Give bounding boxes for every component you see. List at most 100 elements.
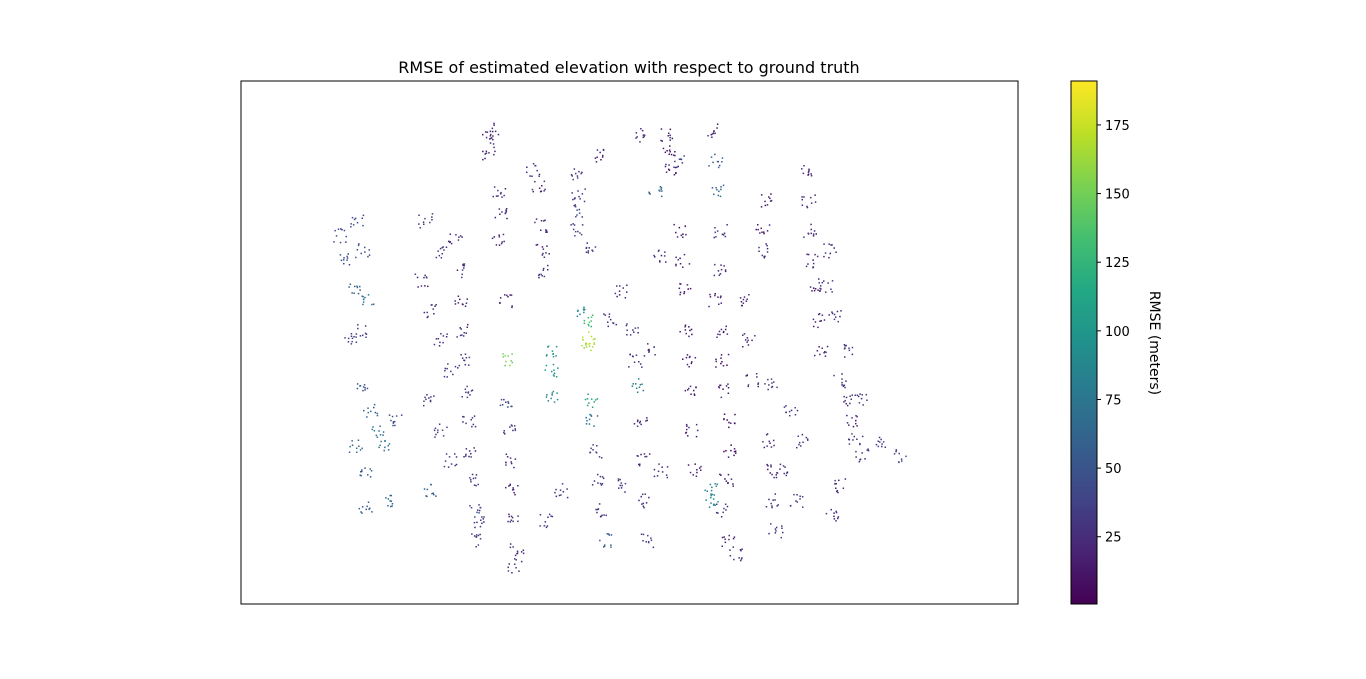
scatter-point	[730, 449, 732, 452]
scatter-point	[590, 349, 592, 352]
scatter-point	[461, 303, 464, 305]
scatter-point	[462, 263, 464, 266]
scatter-point	[740, 304, 743, 307]
scatter-point-cluster	[534, 218, 548, 233]
scatter-point	[476, 511, 478, 514]
scatter-point	[485, 136, 488, 139]
scatter-point	[796, 446, 798, 449]
scatter-point	[544, 521, 547, 523]
scatter-point	[774, 532, 777, 534]
scatter-point	[636, 425, 639, 427]
scatter-point	[826, 345, 829, 348]
scatter-point	[380, 440, 382, 443]
scatter-point	[714, 153, 716, 156]
scatter-point	[678, 287, 681, 290]
scatter-point	[454, 300, 456, 302]
scatter-point	[510, 515, 513, 518]
scatter-point	[641, 383, 643, 385]
scatter-point	[805, 436, 808, 439]
scatter-point	[471, 473, 474, 476]
scatter-point-cluster	[796, 433, 809, 449]
scatter-point	[661, 195, 663, 198]
scatter-point	[758, 246, 760, 249]
scatter-point	[714, 504, 717, 506]
scatter-point	[538, 173, 541, 176]
scatter-point	[767, 465, 769, 467]
scatter-point-cluster	[846, 414, 858, 428]
colorbar-tick-label: 25	[1105, 531, 1122, 546]
scatter-point	[685, 332, 687, 335]
scatter-point-cluster	[350, 214, 365, 228]
scatter-point	[615, 323, 617, 326]
scatter-point	[465, 448, 468, 450]
scatter-point	[514, 428, 516, 430]
scatter-point	[509, 521, 512, 523]
scatter-point	[695, 435, 698, 438]
scatter-point	[577, 230, 579, 233]
scatter-point	[709, 293, 711, 296]
scatter-point	[355, 336, 357, 338]
scatter-point	[796, 501, 799, 503]
scatter-point	[435, 304, 437, 306]
scatter-point	[637, 419, 639, 421]
scatter-point	[689, 329, 691, 332]
scatter-point-cluster	[713, 263, 727, 277]
scatter-point	[509, 543, 512, 545]
scatter-point	[766, 445, 768, 447]
scatter-point	[676, 166, 678, 168]
scatter-point	[608, 316, 610, 318]
scatter-point	[566, 488, 568, 490]
scatter-point	[693, 389, 695, 392]
scatter-point	[590, 335, 593, 338]
scatter-point	[683, 253, 686, 256]
scatter-point	[675, 263, 677, 266]
scatter-point-cluster	[503, 424, 517, 435]
scatter-point-cluster	[834, 478, 847, 494]
scatter-point	[624, 491, 626, 493]
scatter-point	[848, 349, 851, 352]
scatter-point	[538, 274, 540, 277]
scatter-point	[684, 389, 687, 392]
scatter-point	[470, 390, 473, 392]
scatter-point	[371, 303, 373, 306]
scatter-point-cluster	[573, 204, 583, 218]
scatter-point	[686, 284, 689, 286]
scatter-point	[504, 212, 506, 215]
scatter-point	[364, 296, 366, 299]
scatter-point	[835, 251, 837, 253]
scatter-point-cluster	[545, 345, 558, 358]
scatter-point	[836, 310, 839, 313]
scatter-point-cluster	[583, 338, 596, 352]
scatter-point	[463, 416, 465, 418]
scatter-point	[359, 289, 361, 291]
scatter-point	[717, 296, 719, 298]
scatter-point-cluster	[348, 283, 361, 295]
scatter-point	[704, 489, 706, 492]
scatter-point	[433, 429, 436, 432]
scatter-point	[489, 130, 492, 133]
scatter-point	[856, 425, 858, 427]
scatter-point	[515, 567, 517, 569]
scatter-point	[724, 328, 727, 331]
scatter-point	[808, 170, 810, 172]
scatter-point	[596, 415, 599, 417]
scatter-point	[548, 253, 550, 255]
scatter-point	[455, 456, 458, 458]
scatter-point	[449, 233, 451, 235]
scatter-point	[503, 194, 505, 197]
scatter-point	[685, 233, 687, 236]
scatter-point	[425, 276, 428, 278]
scatter-point	[635, 137, 637, 139]
scatter-point	[438, 423, 441, 425]
scatter-point	[443, 375, 446, 378]
scatter-point-cluster	[805, 253, 819, 269]
scatter-point	[644, 455, 646, 458]
scatter-point	[710, 502, 712, 504]
scatter-point	[775, 530, 777, 532]
scatter-point	[503, 430, 505, 432]
scatter-point-cluster	[570, 168, 583, 181]
scatter-point-cluster	[684, 385, 697, 396]
scatter-point	[660, 254, 663, 257]
scatter-point	[801, 168, 803, 170]
scatter-point-cluster	[359, 467, 373, 478]
